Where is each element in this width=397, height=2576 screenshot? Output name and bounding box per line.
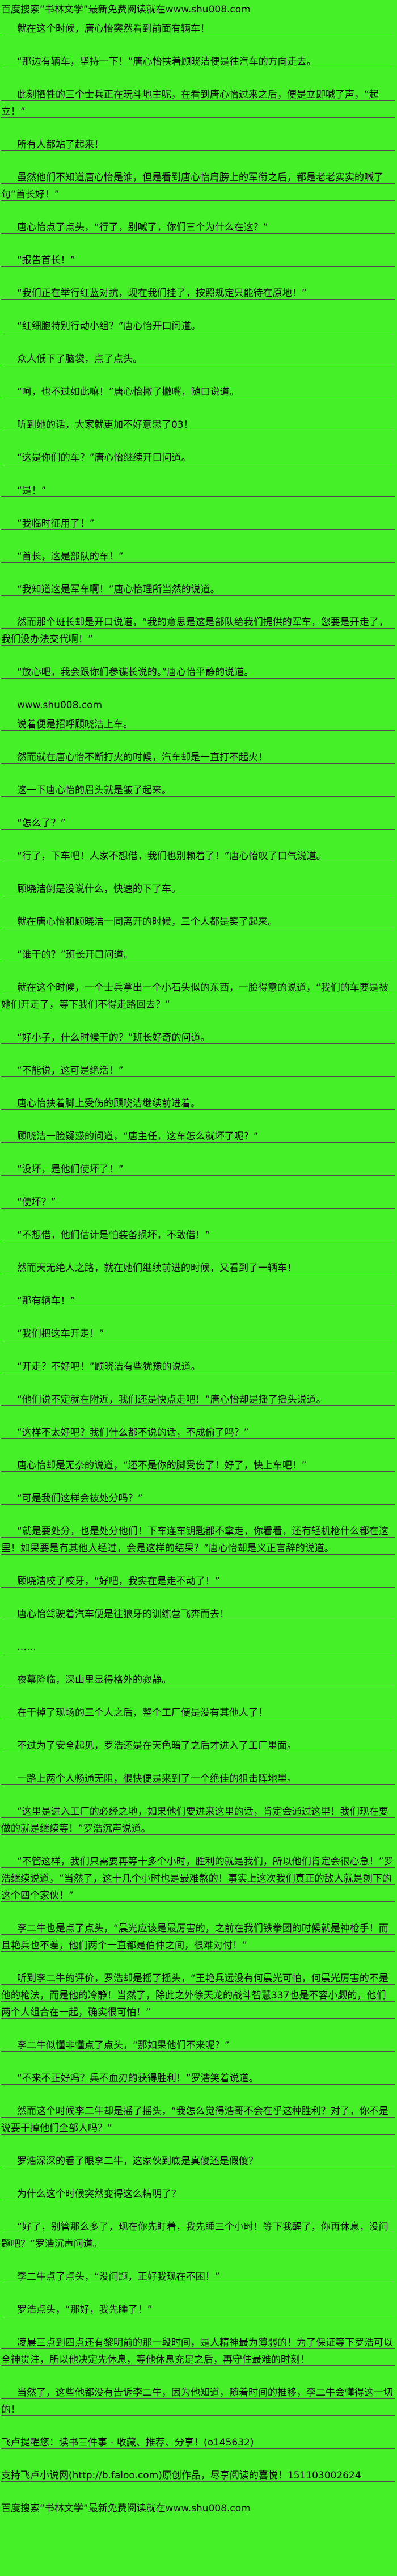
faloo-support-line: 支持飞卢小说网(http://b.faloo.com)原创作品，尽享阅读的喜悦！… (1, 2467, 395, 2484)
novel-paragraph: “我们把这车开走！” (1, 1325, 395, 1342)
watermark-url: www.shu008.com (17, 700, 103, 711)
novel-paragraph: “可是我们这样会被处分吗？” (1, 1490, 395, 1507)
novel-paragraph: 这一下唐心怡的眉头就是皱了起来。 (1, 782, 395, 799)
novel-paragraph: “放心吧，我会跟你们参谋长说的。”唐心怡平静的说道。 (1, 664, 395, 681)
novel-paragraph: “谁干的？”班长开口问道。 (1, 946, 395, 963)
novel-paragraph: “不管这样，我们只需要再等十多个小时，胜利的就是我们，所以他们肯定会很心急！”罗… (1, 1853, 395, 1904)
novel-paragraph: 听到她的话，大家就更加不好意思了03！ (1, 416, 395, 433)
novel-paragraph: 然而天无绝人之路，就在她们继续前进的时候，又看到了一辆车！ (1, 1260, 395, 1277)
novel-paragraph: “这里是进入工厂的必经之地，如果他们要进来这里的话，肯定会通过这里！我们现在要做… (1, 1803, 395, 1837)
novel-paragraph: “首长，这是部队的车！” (1, 548, 395, 565)
novel-paragraph: “我临时征用了！” (1, 515, 395, 532)
novel-paragraph: “使坏？” (1, 1194, 395, 1211)
novel-paragraph: “没坏，是他们使坏了！” (1, 1161, 395, 1178)
novel-paragraph: 众人低下了脑袋，点了点头。 (1, 351, 395, 368)
novel-paragraph: 一路上两个人畅通无阻，很快便是来到了一个绝佳的狙击阵地里。 (1, 1770, 395, 1787)
novel-paragraph: “他们说不定就在附近，我们还是快点走吧！”唐心怡却是摇了摇头说道。 (1, 1391, 395, 1408)
novel-paragraph: 顾晓洁倒是没说什么，快速的下了车。 (1, 881, 395, 898)
novel-paragraph: …… (1, 1639, 395, 1656)
novel-content: 百度搜索“书林文学”最新免费阅读就在www.shu008.com 就在这个时候，唐… (1, 4, 395, 2514)
novel-paragraph: 为什么这个时候突然变得这么精明了？ (1, 2186, 395, 2203)
novel-paragraph: “不想借，他们估计是怕装备损坏，不敢借！” (1, 1227, 395, 1244)
novel-paragraph: “红细胞特别行动小组？”唐心怡开口问道。 (1, 318, 395, 335)
novel-paragraph: 然而就在唐心怡不断打火的时候，汽车却是一直打不起火！ (1, 749, 395, 766)
novel-paragraph: “好小子，什么时候干的？”班长好奇的问道。 (1, 1029, 395, 1046)
novel-paragraph: 李二牛似懂非懂点了点头，“那如果他们不来呢？” (1, 2037, 395, 2054)
novel-paragraph: “那有辆车！” (1, 1293, 395, 1310)
promo-header: 百度搜索“书林文学”最新免费阅读就在www.shu008.com (1, 4, 251, 15)
novel-paragraph: “我们正在举行红蓝对抗，现在我们挂了，按照规定只能待在原地！” (1, 285, 395, 302)
novel-paragraph: “行了，下车吧！人家不想借，我们也别赖着了！”唐心怡叹了口气说道。 (1, 848, 395, 865)
novel-paragraph: 然而那个班长却是开口说道，“我的意思是这是部队给我们提供的军车，您要是开走了，我… (1, 614, 395, 648)
novel-paragraph: 听到李二牛的评价，罗浩却是摇了摇头，“王艳兵远没有何晨光可怕，何晨光厉害的不是他… (1, 1970, 395, 2021)
novel-paragraph: “怎么了？” (1, 815, 395, 832)
novel-reader-page: { "page": { "background_color": "#46f028… (1, 4, 395, 2514)
novel-paragraph: 唐心怡驾驶着汽车便是往狼牙的训练营飞奔而去！ (1, 1606, 395, 1623)
novel-paragraph: “好了，别管那么多了，现在你先盯着，我先睡三个小时！等下我醒了，你再休息，没问题… (1, 2219, 395, 2253)
novel-paragraph: “那边有辆车，坚持一下！”唐心怡扶着顾晓洁便是往汽车的方向走去。 (1, 53, 395, 70)
novel-paragraph: 罗浩点头，“那好，我先睡了！” (1, 2301, 395, 2318)
novel-paragraph: 就在这个时候，唐心怡突然看到前面有辆车！ (1, 20, 395, 37)
novel-paragraph: “这是你们的车？”唐心怡继续开口问道。 (1, 449, 395, 466)
novel-paragraph: 此刻牺牲的三个士兵正在玩斗地主呢，在看到唐心怡过来之后，便是立即喊了声，“起立！… (1, 86, 395, 120)
novel-paragraph: 唐心怡扶着脚上受伤的顾晓洁继续前进着。 (1, 1095, 395, 1112)
novel-paragraph: 李二牛点了点头，“没问题，正好我现在不困！” (1, 2268, 395, 2285)
promo-footer: 百度搜索“书林文学”最新免费阅读就在www.shu008.com (1, 2503, 251, 2514)
novel-paragraph: 所有人都站了起来！ (1, 136, 395, 153)
novel-paragraph: “不来不正好吗？兵不血刃的获得胜利！”罗浩笑着说道。 (1, 2070, 395, 2087)
novel-paragraph: “不能说，这可是绝活！” (1, 1062, 395, 1079)
novel-paragraph: 唐心怡点了点头，“行了，别喊了，你们三个为什么在这？” (1, 219, 395, 236)
novel-paragraph: “呵，也不过如此嘛！”唐心怡撇了撇嘴，随口说道。 (1, 384, 395, 401)
novel-paragraph: 在干掉了现场的三个人之后，整个工厂便是没有其他人了！ (1, 1704, 395, 1721)
novel-paragraph: 凌晨三点到四点还有黎明前的那一段时间，是人精神最为薄弱的！为了保证等下罗浩可以全… (1, 2334, 395, 2368)
novel-paragraph: 不过为了安全起见，罗浩还是在天色暗了之后才进入了工厂里面。 (1, 1737, 395, 1754)
novel-paragraph: 虽然他们不知道唐心怡是谁，但是看到唐心怡肩膀上的军衔之后，都是老老实实的喊了句“… (1, 169, 395, 203)
novel-paragraph: 李二牛也是点了点头，“晨光应该是最厉害的，之前在我们铁拳团的时候就是神枪手！而且… (1, 1920, 395, 1954)
novel-paragraph: 说着便是招呼顾晓洁上车。 (1, 716, 395, 733)
novel-paragraph: 就在唐心怡和顾晓洁一同离开的时候，三个人都是笑了起来。 (1, 914, 395, 931)
novel-paragraph: 罗浩深深的看了眼李二牛，这家伙到底是真傻还是假傻？ (1, 2153, 395, 2170)
novel-paragraph: “报告首长！” (1, 252, 395, 269)
novel-paragraph: 顾晓洁一脸疑惑的问道，“唐主任，这车怎么就坏了呢？” (1, 1128, 395, 1145)
novel-paragraph: 夜幕降临，深山里显得格外的寂静。 (1, 1672, 395, 1689)
faloo-reminder: 飞卢提醒您：读书三件事 - 收藏、推荐、分享！(o145632) (1, 2434, 395, 2451)
novel-paragraph: 然而这个时候李二牛却是摇了摇头，“我怎么觉得浩哥不会在乎这种胜利？对了，你不是说… (1, 2103, 395, 2137)
novel-paragraph: “就是要处分，也是处分他们！下车连车钥匙都不拿走，你看看，还有轻机枪什么都在这里… (1, 1523, 395, 1557)
novel-paragraph: 唐心怡却是无奈的说道，“还不是你的脚受伤了！好了，快上车吧！” (1, 1457, 395, 1474)
novel-paragraph: “我知道这是军车啊！”唐心怡理所当然的说道。 (1, 581, 395, 598)
novel-paragraph: 顾晓洁咬了咬牙，“好吧，我实在是走不动了！” (1, 1573, 395, 1590)
novel-paragraph: “是！” (1, 482, 395, 499)
novel-paragraph: “这样不太好吧？我们什么都不说的话，不成偷了吗？” (1, 1424, 395, 1441)
novel-paragraph: 当然了，这些他都没有告诉李二牛，因为他知道，随着时间的推移，李二牛会懂得这一切的… (1, 2384, 395, 2418)
novel-paragraph: “开走？不好吧！”顾晓洁有些犹豫的说道。 (1, 1358, 395, 1375)
novel-paragraph: 就在这个时候，一个士兵拿出一个小石头似的东西，一脸得意的说道，“我们的车要是被她… (1, 979, 395, 1013)
